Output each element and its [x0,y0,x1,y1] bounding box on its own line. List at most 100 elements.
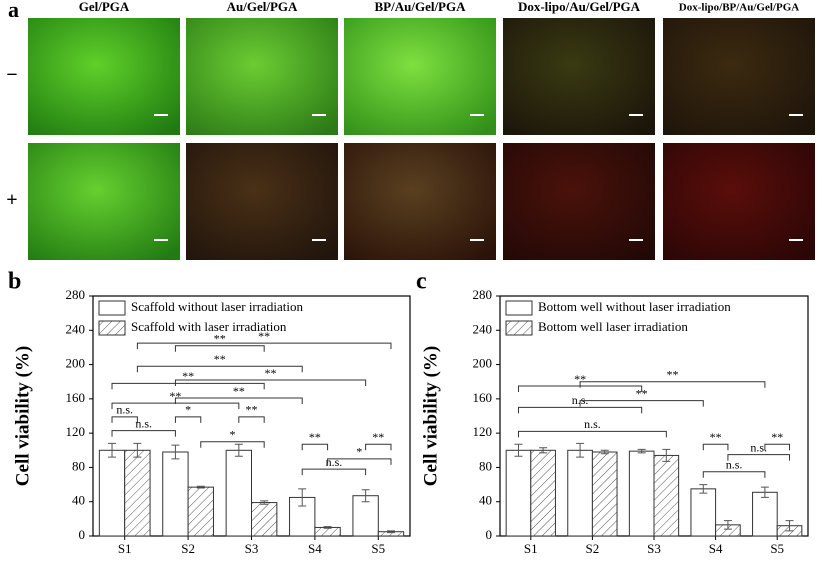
error-bar [234,443,243,457]
y-tick-label: 160 [473,390,493,405]
significance-bracket [727,454,791,461]
significance-bracket [517,430,667,438]
legend-label: Bottom well without laser irradiation [538,299,731,314]
bar [124,449,151,537]
significance-bracket [579,400,704,407]
significance-label: * [185,403,191,417]
significance-bracket [365,443,392,451]
error-bar [637,448,646,454]
significance-label: ** [771,430,783,444]
significance-label: ** [574,372,586,386]
significance-label: ** [265,366,277,380]
significance-bracket [174,397,303,404]
y-axis-label: Cell viability (%) [12,346,33,486]
significance-bracket [136,365,303,373]
significance-label: n.s. [750,440,767,454]
legend-swatch [505,300,533,316]
column-title: Dox-lipo/BP/Au/Gel/PGA [679,2,799,14]
y-tick-label: 80 [72,458,85,473]
bar [98,449,126,537]
column-title: Au/Gel/PGA [227,0,298,14]
significance-bracket [174,416,202,423]
y-tick-label: 0 [79,527,86,542]
significance-label: n.s. [135,416,152,430]
image-grid: Gel/PGA Au/Gel/PGA BP/Au/Gel/PGA Dox-lipo/A… [6,0,815,260]
micrograph [344,18,496,135]
y-tick-label: 240 [473,321,493,336]
significance-label: * [229,427,235,441]
y-tick-label: 80 [479,458,492,473]
bar [591,451,618,537]
error-bar [699,484,708,494]
error-bar [108,442,117,458]
significance-label: n.s. [326,455,343,469]
bar [225,449,252,537]
error-bar [133,442,142,458]
significance-label: ** [214,352,226,366]
micrograph [344,143,496,260]
bar [653,454,680,537]
micrograph [186,18,338,135]
micrograph [663,18,815,135]
x-tick-label: S2 [181,541,195,556]
y-tick-label: 120 [473,424,493,439]
error-bar [760,486,769,498]
error-bar [260,500,269,505]
significance-bracket [764,443,791,451]
y-tick-label: 280 [66,287,86,302]
error-bar [514,443,523,457]
legend-swatch [98,320,126,336]
y-tick-label: 200 [66,356,86,371]
significance-label: n.s. [116,403,133,417]
x-tick-label: S4 [709,541,723,556]
bar [628,450,655,537]
y-tick-label: 280 [473,287,493,302]
column-title: Gel/PGA [79,0,130,14]
significance-bracket [238,416,265,423]
error-bar [576,442,585,458]
error-bar [196,485,205,489]
significance-label: ** [214,331,226,345]
significance-bracket [200,441,265,448]
panel-label: b [8,269,21,295]
significance-label: n.s. [584,417,601,431]
significance-label: ** [372,430,384,444]
panel-label: a [8,0,19,22]
significance-bracket [301,443,329,451]
legend-label: Scaffold without laser irradiation [131,299,303,314]
x-tick-label: S1 [524,541,538,556]
significance-bracket [702,443,729,451]
y-tick-label: 40 [72,493,85,508]
y-tick-label: 200 [473,356,493,371]
error-bar [723,520,732,530]
legend-swatch [505,320,533,336]
micrograph [28,143,180,260]
significance-bracket [517,406,643,414]
significance-label: ** [636,386,648,400]
bar [505,449,532,537]
significance-bracket [111,430,176,437]
column-title: BP/Au/Gel/PGA [375,0,467,14]
micrograph [186,143,338,260]
error-bar [785,520,794,532]
panel-label: c [416,269,427,295]
y-tick-label: 40 [479,493,492,508]
error-bar [600,449,609,455]
significance-label: ** [309,430,321,444]
x-tick-label: S3 [647,541,661,556]
significance-bracket [579,381,766,388]
y-tick-label: 0 [486,527,493,542]
row-symbol: − [6,64,17,86]
significance-label: ** [710,430,722,444]
y-tick-label: 240 [66,321,86,336]
bar [690,488,717,537]
error-bar [662,448,671,462]
bar [162,451,189,537]
significance-bracket [174,379,367,386]
x-tick-label: S3 [245,541,259,556]
y-axis-label: Cell viability (%) [420,346,441,486]
legend-label: Scaffold with laser irradiation [131,319,287,334]
bar [251,502,278,537]
x-tick-label: S5 [770,541,784,556]
